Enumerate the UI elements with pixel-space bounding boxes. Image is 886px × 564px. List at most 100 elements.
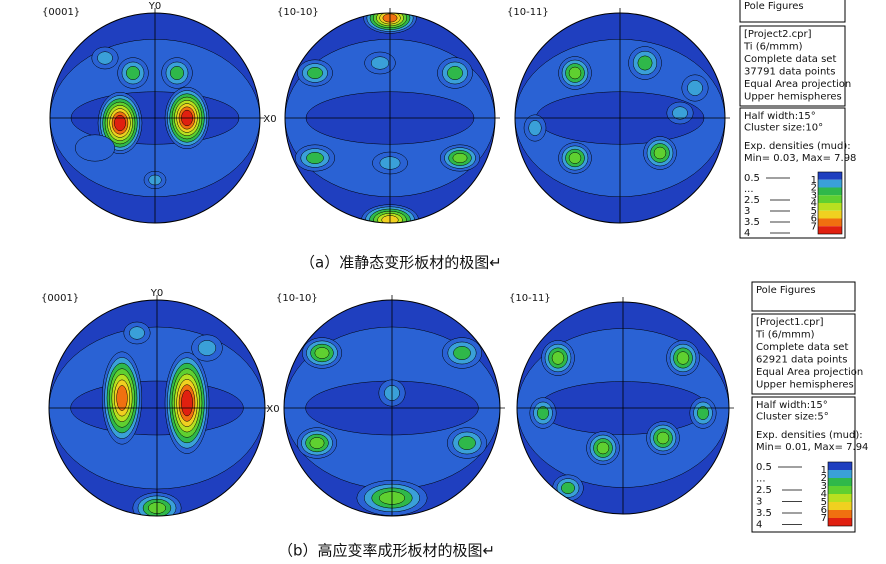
info-line: Complete data set — [744, 54, 836, 65]
colorbar-segment — [828, 510, 852, 518]
colorbar-segment — [828, 462, 852, 470]
legend-level: 3 — [744, 206, 750, 217]
pole-figure-label: {10-10} — [277, 7, 319, 18]
density-contour — [126, 66, 140, 80]
colorbar-label: 7 — [811, 221, 817, 232]
legend-level: 0.5 — [744, 173, 760, 184]
density-contour — [676, 351, 690, 365]
info-line: Exp. densities (mud): — [756, 430, 863, 441]
density-contour — [116, 385, 128, 411]
info-line: Half width:15° — [756, 400, 828, 411]
colorbar-segment — [818, 195, 842, 203]
density-contour — [561, 482, 575, 494]
colorbar-segment — [818, 203, 842, 211]
colorbar-segment — [818, 218, 842, 227]
x-axis-label: X0 — [263, 114, 276, 125]
pole-figure-label: {10-11} — [509, 293, 551, 304]
density-contour — [129, 326, 145, 340]
colorbar-segment — [818, 187, 842, 196]
info-line: Equal Area projection — [744, 79, 851, 90]
density-contour — [672, 106, 688, 120]
info-line: Upper hemispheres — [756, 380, 854, 391]
colorbar-label: 4 — [821, 489, 827, 500]
colorbar-label: 6 — [811, 214, 817, 225]
x-axis-label: X0 — [266, 404, 279, 415]
pole-figure-density — [49, 321, 265, 516]
colorbar-outline — [817, 171, 843, 235]
density-contour — [596, 441, 610, 455]
density-contour — [314, 347, 330, 359]
colorbar-label: 5 — [821, 497, 827, 508]
legend-level: ... — [756, 474, 766, 485]
colorbar-label: 7 — [821, 513, 827, 524]
info-box — [739, 25, 846, 107]
info-line: Half width:15° — [744, 111, 816, 122]
pole-figure-label: {10-11} — [507, 7, 549, 18]
colorbar-segment — [828, 486, 852, 494]
colorbar-outline — [827, 461, 853, 527]
legend-level: 4 — [756, 520, 762, 531]
info-line: 62921 data points — [756, 355, 847, 366]
colorbar-segment — [828, 518, 852, 526]
density-contour — [370, 56, 390, 70]
density-contour — [453, 346, 471, 360]
colorbar-segment — [818, 226, 842, 234]
density-contour — [74, 134, 116, 162]
legend-level: 2.5 — [744, 195, 760, 206]
info-line: Min= 0.01, Max= 7.94 — [756, 442, 868, 453]
info-line: Min= 0.03, Max= 7.98 — [744, 153, 856, 164]
density-contour — [653, 146, 667, 160]
colorbar-label: 2 — [821, 473, 827, 484]
caption: （b）高应变率成形板材的极图↵ — [278, 542, 495, 560]
density-contour — [309, 437, 325, 449]
density-contour — [568, 152, 582, 164]
density-contour — [687, 80, 703, 96]
density-contour — [97, 51, 113, 65]
info-box — [751, 281, 856, 312]
density-contour — [447, 66, 463, 80]
info-line: 37791 data points — [744, 67, 835, 78]
info-line: Equal Area projection — [756, 367, 863, 378]
legend-level: 3.5 — [744, 217, 760, 228]
colorbar-segment — [828, 478, 852, 486]
legend-level: ... — [744, 184, 754, 195]
info-line: [Project2.cpr] — [744, 29, 812, 40]
colorbar-label: 6 — [821, 505, 827, 516]
density-contour — [568, 66, 582, 80]
density-contour — [551, 351, 565, 365]
density-contour — [637, 55, 653, 71]
density-contour — [114, 114, 126, 132]
y-axis-label: Y0 — [150, 288, 163, 299]
colorbar-label: 5 — [811, 206, 817, 217]
info-title: Pole Figures — [756, 285, 816, 296]
info-title: Pole Figures — [744, 1, 804, 12]
colorbar-label: 1 — [821, 465, 827, 476]
density-contour — [458, 436, 476, 450]
density-contour — [656, 431, 670, 445]
info-line: Cluster size:10° — [744, 123, 823, 134]
legend-level: 0.5 — [756, 462, 772, 473]
colorbar-segment — [828, 494, 852, 502]
density-contour — [181, 389, 193, 417]
colorbar-segment — [818, 179, 842, 188]
colorbar-label: 2 — [811, 183, 817, 194]
pole-figure-label: {0001} — [41, 293, 79, 304]
info-line: Cluster size:5° — [756, 412, 829, 423]
colorbar-label: 4 — [811, 198, 817, 209]
density-contour — [170, 66, 184, 80]
y-axis-label: Y0 — [148, 1, 161, 12]
colorbar-segment — [818, 210, 842, 219]
legend-level: 3.5 — [756, 508, 772, 519]
pole-figure-label: {0001} — [42, 7, 80, 18]
colorbar-label: 3 — [821, 481, 827, 492]
colorbar-label: 3 — [811, 190, 817, 201]
info-line: [Project1.cpr] — [756, 317, 824, 328]
info-line: Ti (6/mmm) — [755, 330, 815, 341]
colorbar-label: 1 — [811, 175, 817, 186]
legend-level: 2.5 — [756, 485, 772, 496]
info-line: Complete data set — [756, 342, 848, 353]
density-contour — [537, 406, 549, 420]
legend-level: 4 — [744, 228, 750, 239]
colorbar-segment — [828, 470, 852, 478]
